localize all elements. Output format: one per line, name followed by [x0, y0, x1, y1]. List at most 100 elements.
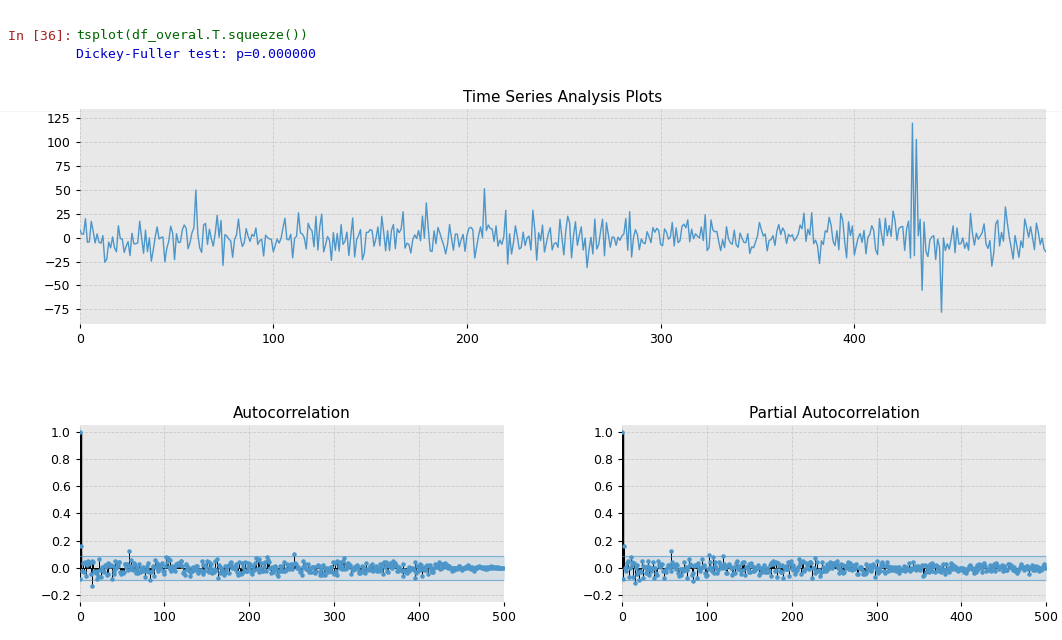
Point [816, 566, 833, 576]
Point [164, 561, 181, 572]
Point [101, 559, 118, 570]
Point [712, 562, 729, 572]
Point [1024, 561, 1041, 571]
Point [640, 570, 657, 580]
Point [840, 564, 857, 574]
Point [939, 566, 956, 576]
Point [225, 562, 242, 572]
Point [363, 564, 380, 575]
Point [218, 564, 235, 575]
Point [986, 561, 1003, 572]
Point [109, 561, 126, 571]
Point [1000, 559, 1017, 570]
Point [100, 568, 117, 579]
Point [367, 564, 384, 575]
Point [90, 571, 107, 581]
Point [481, 563, 498, 573]
Point [742, 558, 759, 568]
Point [986, 559, 1003, 570]
Point [997, 563, 1014, 573]
Point [802, 557, 819, 568]
Point [233, 557, 250, 568]
Point [204, 568, 221, 578]
Point [654, 565, 671, 575]
Point [88, 574, 105, 584]
Point [457, 563, 474, 573]
Point [679, 573, 696, 583]
Point [785, 565, 802, 575]
Point [835, 560, 852, 570]
Point [165, 563, 182, 573]
Point [89, 566, 106, 576]
Point [342, 569, 359, 579]
Point [891, 562, 908, 572]
Point [159, 553, 176, 563]
Point [241, 559, 258, 569]
Point [287, 557, 304, 568]
Point [198, 562, 215, 572]
Point [971, 559, 988, 569]
Point [804, 563, 821, 573]
Point [217, 561, 234, 572]
Point [194, 569, 211, 579]
Point [661, 560, 678, 570]
Point [419, 569, 436, 579]
Point [226, 564, 243, 574]
Point [849, 569, 866, 579]
Point [296, 559, 313, 569]
Point [274, 561, 291, 571]
Point [629, 569, 646, 579]
Point [755, 560, 772, 570]
Point [929, 563, 946, 573]
Point [365, 563, 382, 573]
Point [329, 557, 346, 568]
Point [897, 562, 914, 572]
Point [672, 570, 689, 580]
Point [391, 562, 408, 572]
Point [621, 563, 638, 573]
Point [116, 567, 133, 577]
Point [220, 561, 237, 572]
Point [494, 563, 511, 573]
Point [628, 560, 645, 570]
Point [825, 558, 842, 568]
Point [206, 564, 223, 575]
Point [645, 563, 662, 573]
Point [458, 563, 475, 573]
Point [949, 565, 966, 575]
Point [133, 563, 150, 573]
Point [123, 562, 140, 572]
Point [369, 566, 386, 576]
Point [482, 561, 499, 572]
Point [208, 554, 225, 564]
Point [169, 559, 186, 570]
Point [81, 557, 98, 568]
Point [874, 561, 891, 572]
Point [388, 561, 405, 571]
Point [945, 561, 962, 571]
Point [670, 571, 687, 581]
Point [136, 572, 153, 582]
Point [154, 566, 171, 576]
Point [798, 558, 815, 568]
Point [199, 556, 216, 566]
Point [127, 565, 144, 575]
Point [181, 566, 198, 576]
Point [855, 569, 872, 579]
Point [479, 563, 496, 573]
Point [415, 565, 432, 575]
Point [901, 558, 918, 568]
Point [670, 568, 687, 578]
Point [743, 561, 760, 571]
Point [363, 559, 380, 569]
Point [474, 563, 491, 573]
Point [360, 564, 377, 574]
Point [695, 561, 712, 572]
Point [220, 568, 237, 578]
Point [189, 565, 206, 575]
Point [312, 570, 329, 580]
Point [339, 560, 356, 570]
Point [631, 575, 648, 586]
Point [978, 564, 995, 575]
Point [171, 559, 188, 569]
